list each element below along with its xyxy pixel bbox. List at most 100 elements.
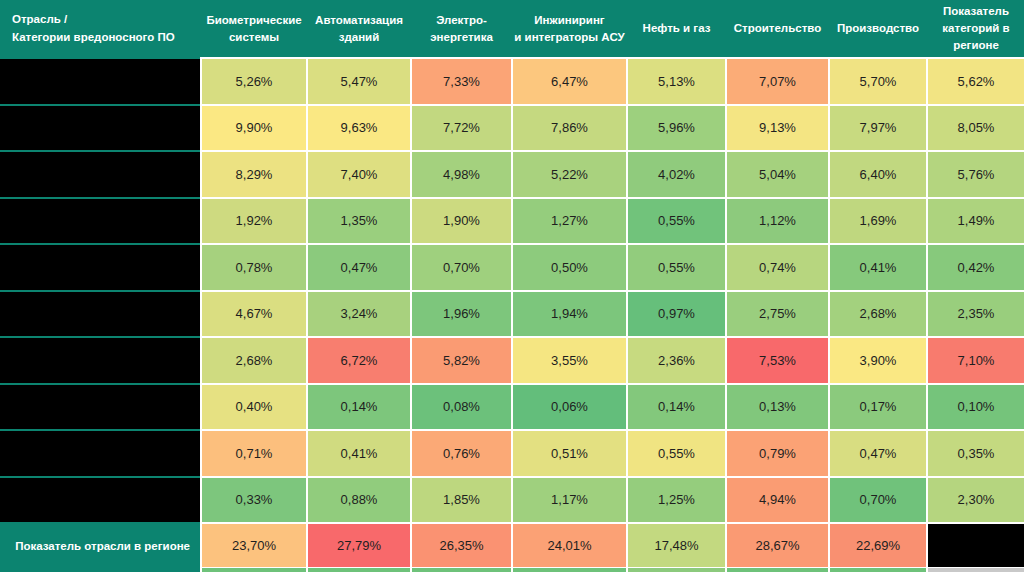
data-cell: 0,55%	[628, 245, 725, 290]
data-cell: 7,40%	[308, 152, 410, 197]
table-row: 5,26%5,47%7,33%6,47%5,13%7,07%5,70%5,62%	[200, 59, 1024, 104]
data-cell: 5,70%	[830, 59, 926, 104]
data-cell: 0,71%	[202, 431, 306, 476]
data-cell: 9,13%	[727, 106, 828, 151]
table-row: 0,71%0,41%0,76%0,51%0,55%0,79%0,47%0,35%	[200, 431, 1024, 476]
data-cell: 9,90%	[202, 106, 306, 151]
corner-header-text: Отрасль / Категории вредоносного ПО	[12, 11, 175, 47]
data-cell: 1,96%	[412, 292, 511, 337]
data-cell: 7,10%	[928, 338, 1024, 383]
data-cell: 4,02%	[628, 152, 725, 197]
data-cell: 1,25%	[628, 478, 725, 523]
row-label-redacted	[0, 431, 200, 476]
data-cell: 5,04%	[727, 152, 828, 197]
corner-header: Отрасль / Категории вредоносного ПО	[0, 0, 200, 57]
data-cell: 0,13%	[727, 385, 828, 430]
data-cell: 1,85%	[412, 478, 511, 523]
data-cell: 4,98%	[412, 152, 511, 197]
data-cell: 1,27%	[513, 199, 626, 244]
total-row: 23,70%27,79%26,35%24,01%17,48%28,67%22,6…	[200, 524, 1024, 567]
total-cell: 27,79%	[308, 524, 410, 567]
row-label-redacted	[0, 152, 200, 197]
data-cell: 7,72%	[412, 106, 511, 151]
total-cell: 23,70%	[202, 524, 306, 567]
data-cell: 0,10%	[928, 385, 1024, 430]
data-cell: 0,70%	[830, 478, 926, 523]
data-cell: 1,35%	[308, 199, 410, 244]
total-cell: 17,48%	[628, 524, 725, 567]
table-row: 0,78%0,47%0,70%0,50%0,55%0,74%0,41%0,42%	[200, 245, 1024, 290]
partial-cell	[202, 568, 306, 572]
partial-cell	[308, 568, 410, 572]
data-cell: 0,47%	[830, 431, 926, 476]
table-row: 0,40%0,14%0,08%0,06%0,14%0,13%0,17%0,10%	[200, 385, 1024, 430]
data-area: Биометрические системыАвтоматизация здан…	[200, 0, 1024, 572]
data-cell: 1,69%	[830, 199, 926, 244]
data-cell: 0,78%	[202, 245, 306, 290]
total-row-label: Показатель отрасли в регионе	[0, 524, 200, 567]
column-header-row: Биометрические системыАвтоматизация здан…	[200, 0, 1024, 57]
heatmap-grid: 5,26%5,47%7,33%6,47%5,13%7,07%5,70%5,62%…	[200, 57, 1024, 522]
data-cell: 1,49%	[928, 199, 1024, 244]
data-cell: 5,96%	[628, 106, 725, 151]
data-cell: 9,63%	[308, 106, 410, 151]
total-cell: 28,67%	[727, 524, 828, 567]
partial-cell	[727, 568, 828, 572]
total-cell: 26,35%	[412, 524, 511, 567]
data-cell: 0,51%	[513, 431, 626, 476]
data-cell: 1,17%	[513, 478, 626, 523]
data-cell: 0,55%	[628, 199, 725, 244]
data-cell: 0,70%	[412, 245, 511, 290]
data-cell: 7,53%	[727, 338, 828, 383]
data-cell: 5,47%	[308, 59, 410, 104]
row-label-redacted	[0, 199, 200, 244]
data-cell: 2,35%	[928, 292, 1024, 337]
table-row: 4,67%3,24%1,96%1,94%0,97%2,75%2,68%2,35%	[200, 292, 1024, 337]
data-cell: 2,68%	[830, 292, 926, 337]
column-header: Биометрические системы	[202, 0, 306, 57]
data-cell: 3,55%	[513, 338, 626, 383]
data-cell: 2,75%	[727, 292, 828, 337]
data-cell: 3,24%	[308, 292, 410, 337]
data-cell: 0,08%	[412, 385, 511, 430]
column-header: Показатель категорий в регионе	[928, 0, 1024, 57]
data-cell: 0,42%	[928, 245, 1024, 290]
partial-cell	[628, 568, 725, 572]
partial-cell	[412, 568, 511, 572]
data-cell: 5,62%	[928, 59, 1024, 104]
data-cell: 2,68%	[202, 338, 306, 383]
partial-next-row	[200, 568, 1024, 572]
data-cell: 0,88%	[308, 478, 410, 523]
row-label-redacted	[0, 385, 200, 430]
table-row: 8,29%7,40%4,98%5,22%4,02%5,04%6,40%5,76%	[200, 152, 1024, 197]
data-cell: 0,55%	[628, 431, 725, 476]
data-cell: 1,92%	[202, 199, 306, 244]
data-cell: 1,94%	[513, 292, 626, 337]
column-header: Производство	[830, 0, 926, 57]
row-label-redacted	[0, 245, 200, 290]
table-row: 0,33%0,88%1,85%1,17%1,25%4,94%0,70%2,30%	[200, 478, 1024, 523]
data-cell: 7,97%	[830, 106, 926, 151]
column-header: Нефть и газ	[628, 0, 725, 57]
data-cell: 4,94%	[727, 478, 828, 523]
data-cell: 8,05%	[928, 106, 1024, 151]
data-cell: 7,33%	[412, 59, 511, 104]
data-cell: 0,74%	[727, 245, 828, 290]
partial-cell	[830, 568, 926, 572]
total-cell: 24,01%	[513, 524, 626, 567]
partial-row-label-stub	[0, 567, 200, 572]
row-label-redacted	[0, 59, 200, 104]
data-cell: 5,82%	[412, 338, 511, 383]
data-cell: 0,06%	[513, 385, 626, 430]
data-cell: 5,76%	[928, 152, 1024, 197]
column-header: Автоматизация зданий	[308, 0, 410, 57]
row-labels	[0, 57, 200, 522]
data-cell: 0,33%	[202, 478, 306, 523]
data-cell: 0,97%	[628, 292, 725, 337]
data-cell: 0,41%	[830, 245, 926, 290]
data-cell: 1,90%	[412, 199, 511, 244]
total-cell: 22,69%	[830, 524, 926, 567]
data-cell: 5,26%	[202, 59, 306, 104]
data-cell: 5,13%	[628, 59, 725, 104]
row-label-redacted	[0, 478, 200, 523]
